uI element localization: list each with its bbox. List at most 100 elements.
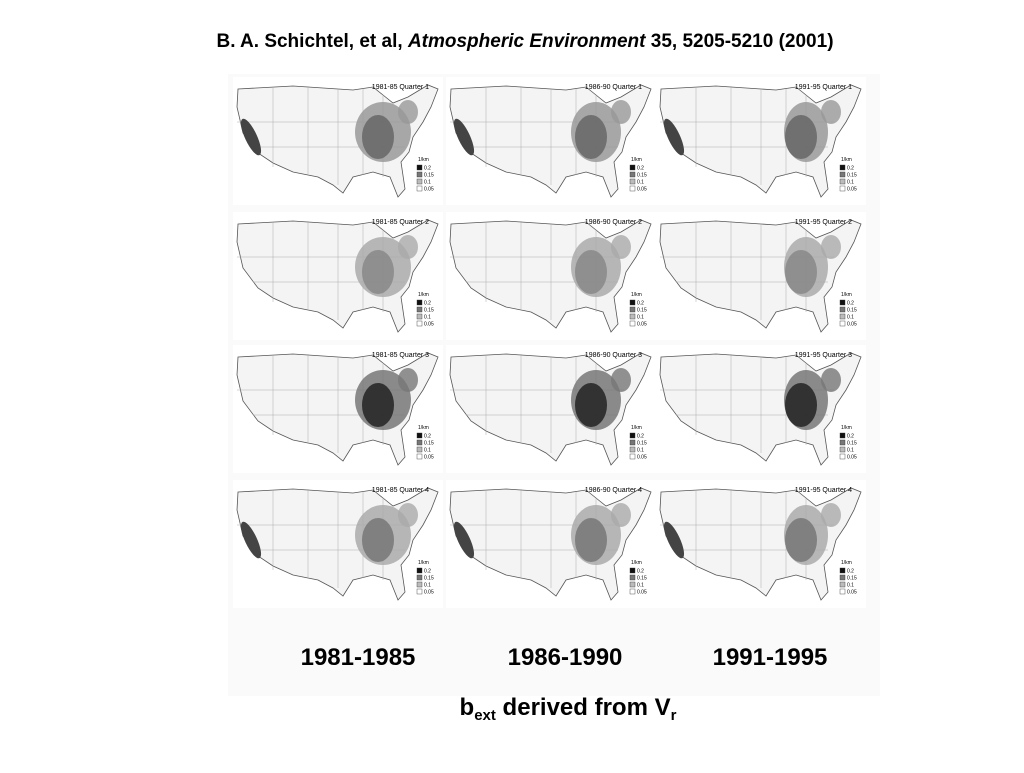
map-panel: 1986-90 Quarter 2 1/km 0.20.150.10.05 [446, 212, 656, 340]
legend-swatch [839, 439, 846, 446]
legend-swatch [629, 567, 636, 574]
legend-value: 0.1 [847, 180, 854, 186]
legend-value: 0.15 [637, 576, 647, 582]
legend-value: 0.1 [847, 448, 854, 454]
map-panel: 1981-85 Quarter 2 1/km 0.20.150.10.05 [233, 212, 443, 340]
legend-unit: 1/km [631, 560, 642, 566]
legend-value: 0.05 [847, 590, 857, 596]
legend-swatch [629, 171, 636, 178]
legend-swatch [629, 439, 636, 446]
legend-value: 0.05 [637, 590, 647, 596]
haze-region [362, 518, 394, 562]
legend-swatch [839, 581, 846, 588]
legend-swatch [839, 574, 846, 581]
legend-value: 0.2 [637, 569, 644, 575]
legend-value: 0.15 [847, 441, 857, 447]
haze-region [821, 235, 841, 259]
map-panel: 1991-95 Quarter 2 1/km 0.20.150.10.05 [656, 212, 866, 340]
legend-value: 0.1 [847, 315, 854, 321]
column-label: 1981-1985 [301, 644, 416, 671]
legend-swatch [839, 171, 846, 178]
legend-swatch [416, 171, 423, 178]
legend-value: 0.2 [847, 434, 854, 440]
legend-value: 0.2 [424, 166, 431, 172]
legend-unit: 1/km [418, 157, 429, 163]
map-grid: 1981-85 Quarter 11/km0.20.150.10.051986-… [233, 77, 866, 608]
panel-label: 1991-95 Quarter 1 [795, 84, 852, 91]
haze-region [453, 521, 475, 559]
legend-value: 0.1 [424, 448, 431, 454]
legend-swatch [839, 432, 846, 439]
legend-value: 0.2 [637, 166, 644, 172]
haze-region [240, 521, 262, 559]
panel-label: 1986-90 Quarter 1 [585, 84, 642, 91]
map-panel: 1986-90 Quarter 4 1/km 0.20.150.10.05 [446, 480, 656, 608]
legend-unit: 1/km [418, 560, 429, 566]
legend-value: 0.2 [847, 301, 854, 307]
legend-swatch [416, 320, 423, 327]
panel-label: 1981-85 Quarter 1 [372, 84, 429, 91]
legend-swatch [629, 320, 636, 327]
haze-region [611, 235, 631, 259]
legend-value: 0.1 [637, 448, 644, 454]
legend-swatch [416, 439, 423, 446]
legend-value: 0.05 [847, 187, 857, 193]
legend-swatch [629, 581, 636, 588]
legend-swatch [629, 306, 636, 313]
legend-swatch [416, 446, 423, 453]
legend-swatch [416, 567, 423, 574]
legend-value: 0.15 [637, 308, 647, 314]
legend-value: 0.2 [637, 301, 644, 307]
legend-value: 0.1 [637, 315, 644, 321]
legend-value: 0.1 [637, 180, 644, 186]
haze-region [821, 503, 841, 527]
legend-unit: 1/km [631, 425, 642, 431]
haze-region [398, 368, 418, 392]
haze-region [785, 250, 817, 294]
haze-region [398, 503, 418, 527]
legend-value: 0.1 [847, 583, 854, 589]
panel-label: 1981-85 Quarter 4 [372, 487, 429, 494]
author: B. A. Schichtel, et al, [216, 31, 407, 52]
haze-region [362, 383, 394, 427]
legend-swatch [416, 306, 423, 313]
haze-region [821, 100, 841, 124]
haze-region [575, 250, 607, 294]
haze-region [611, 503, 631, 527]
haze-region [453, 118, 475, 156]
legend-value: 0.05 [637, 187, 647, 193]
map-panel: 1981-85 Quarter 3 1/km 0.20.150.10.05 [233, 345, 443, 473]
legend-value: 0.1 [637, 583, 644, 589]
legend-unit: 1/km [418, 425, 429, 431]
legend-swatch [416, 185, 423, 192]
legend-value: 0.1 [424, 583, 431, 589]
legend-swatch [416, 588, 423, 595]
legend-value: 0.05 [847, 322, 857, 328]
haze-region [362, 250, 394, 294]
legend-unit: 1/km [841, 292, 852, 298]
legend-unit: 1/km [631, 292, 642, 298]
panel-label: 1991-95 Quarter 3 [795, 352, 852, 359]
legend-value: 0.05 [847, 455, 857, 461]
legend-swatch [839, 453, 846, 460]
caption-symbol: b [460, 694, 475, 721]
map-panel: 1991-95 Quarter 4 1/km 0.20.150.10.05 [656, 480, 866, 608]
legend-swatch [629, 185, 636, 192]
haze-region [575, 383, 607, 427]
column-label: 1991-1995 [713, 644, 828, 671]
map-panel: 1986-90 Quarter 1 1/km 0.20.150.10.05 [446, 77, 656, 205]
legend-value: 0.15 [637, 441, 647, 447]
legend-value: 0.15 [424, 308, 434, 314]
haze-region [785, 115, 817, 159]
legend-swatch [629, 299, 636, 306]
legend-swatch [839, 446, 846, 453]
legend-swatch [839, 306, 846, 313]
map-panel: 1986-90 Quarter 3 1/km 0.20.150.10.05 [446, 345, 656, 473]
map-panel: 1991-95 Quarter 3 1/km 0.20.150.10.05 [656, 345, 866, 473]
haze-region [821, 368, 841, 392]
legend-swatch [416, 178, 423, 185]
citation: 35, 5205-5210 (2001) [645, 31, 833, 52]
haze-region [785, 518, 817, 562]
legend-swatch [416, 432, 423, 439]
